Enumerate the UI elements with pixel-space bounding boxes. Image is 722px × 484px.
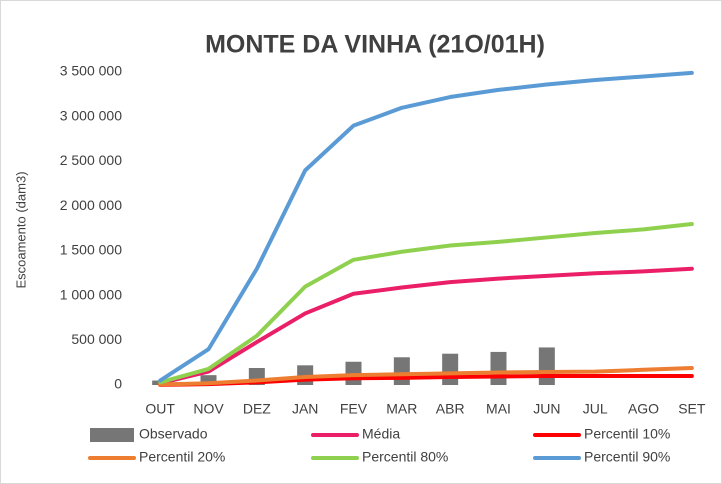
y-tick-label: 2 000 000: [60, 197, 122, 213]
y-tick-label: 0: [114, 376, 122, 392]
chart-title: MONTE DA VINHA (21O/01H): [205, 31, 545, 59]
x-tick-label: MAI: [486, 401, 511, 417]
line: [158, 70, 694, 383]
legend-label: Percentil 80%: [362, 449, 448, 465]
y-tick-label: 1 000 000: [60, 286, 122, 302]
x-tick-label: JUL: [583, 401, 608, 417]
bar: [393, 357, 410, 385]
x-tick-label: FEV: [340, 401, 368, 417]
legend-label: Percentil 10%: [584, 426, 670, 442]
bar: [200, 375, 217, 385]
legend-label: Percentil 90%: [584, 449, 670, 465]
y-axis-title: Escoamento (dam3): [13, 171, 28, 288]
x-tick-label: JAN: [292, 401, 318, 417]
x-tick-label: JUN: [533, 401, 560, 417]
bar: [442, 353, 459, 385]
line: [158, 366, 694, 387]
y-tick-label: 3 000 000: [60, 107, 122, 123]
x-tick-label: DEZ: [243, 401, 271, 417]
x-tick-label: NOV: [193, 401, 224, 417]
x-tick-label: SET: [678, 401, 706, 417]
bar: [490, 351, 507, 385]
y-tick-label: 2 500 000: [60, 152, 122, 168]
bar: [538, 347, 555, 385]
line: [158, 266, 694, 386]
y-tick-label: 1 500 000: [60, 242, 122, 258]
line: [158, 222, 694, 385]
legend-label: Média: [362, 426, 400, 442]
y-tick-label: 500 000: [71, 331, 122, 347]
x-tick-label: AGO: [628, 401, 659, 417]
y-tick-label: 3 500 000: [60, 63, 122, 79]
legend-label: Observado: [139, 426, 208, 442]
x-tick-label: ABR: [436, 401, 465, 417]
x-tick-label: OUT: [145, 401, 175, 417]
legend-label: Percentil 20%: [139, 449, 225, 465]
x-tick-label: MAR: [386, 401, 417, 417]
legend-swatch: [90, 428, 134, 442]
